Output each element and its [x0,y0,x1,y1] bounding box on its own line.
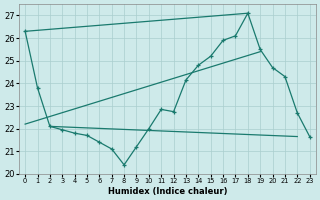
X-axis label: Humidex (Indice chaleur): Humidex (Indice chaleur) [108,187,227,196]
